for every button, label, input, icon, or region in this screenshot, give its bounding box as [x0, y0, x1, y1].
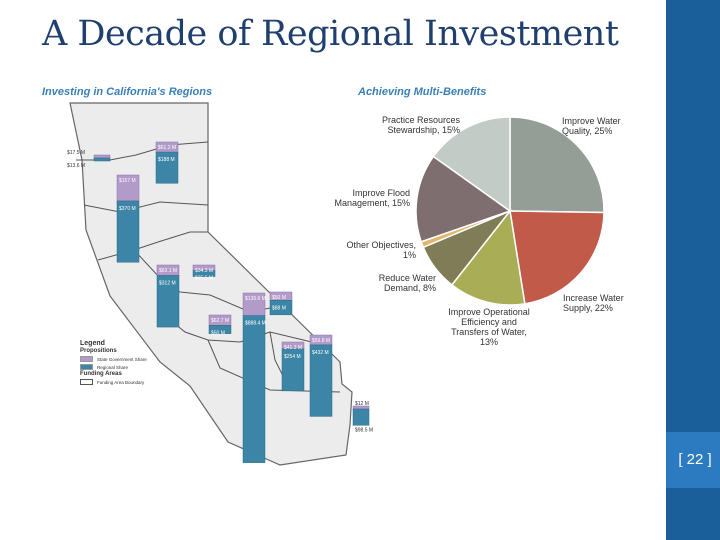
bar-regional-share-3 — [116, 200, 140, 263]
funding-bar-10: $59.8 M $432 M — [309, 334, 333, 417]
pie-slice-practice-resources-stewardship — [432, 116, 511, 213]
bar-regional-label-10: $432 M — [312, 350, 329, 356]
slide-title: A Decade of Regional Investment — [42, 14, 619, 54]
bar-state-label-2: $61.2 M — [158, 145, 176, 151]
bar-regional-share-10 — [309, 344, 333, 417]
label-water-demand: Reduce Water Demand, 8% — [360, 273, 436, 293]
legend-title: Legend — [80, 340, 105, 347]
label-operational-efficiency: Improve Operational Efficiency and Transfe… — [440, 307, 538, 347]
label-water-quality: Improve Water Quality, 25% — [562, 116, 621, 136]
bar-state-share-1 — [93, 154, 111, 159]
state-outline — [69, 102, 353, 466]
bar-regional-label-1: $13.6 M — [67, 163, 85, 169]
funding-bar-4: $63.1 M $312 M — [156, 264, 180, 328]
funding-bar-2: $61.2 M $188 M — [155, 141, 179, 184]
bar-regional-label-8: $50 M — [211, 330, 225, 336]
bar-regional-share-5 — [192, 270, 216, 277]
pie-slice-improve-operational-efficiency-and-transfers-of-water — [450, 209, 526, 306]
label-resources-stewardship-text: Practice Resources Stewardship, 15% — [381, 115, 460, 135]
pie-slice-improve-flood-management — [415, 155, 512, 243]
funding-bar-11: $12 M $98.5 M — [352, 401, 373, 433]
label-flood-management: Improve Flood Management, 15% — [320, 188, 410, 208]
label-water-demand-text: Reduce Water Demand, 8% — [378, 273, 436, 293]
legend-regional-share: Regional Share — [80, 364, 147, 370]
funding-bar-7: $50 M $88 M — [269, 291, 293, 316]
side-bar — [666, 0, 720, 540]
funding-bar-1: $17.5 M $13.6 M — [67, 150, 111, 169]
label-water-supply-text: Increase Water Supply, 22% — [563, 293, 624, 313]
bar-regional-label-3: $370 M — [119, 206, 136, 212]
bar-state-label-7: $50 M — [272, 295, 286, 301]
bar-regional-share-9 — [281, 348, 305, 392]
bar-regional-label-9: $254 M — [284, 354, 301, 360]
legend-funding-areas: Funding Areas — [80, 371, 122, 377]
pie-slice-improve-water-quality — [509, 116, 605, 214]
california-map: $17.5 M$13.6 M$61.2 M$188 M$157 M$370 M$… — [67, 102, 373, 466]
pie-heading: Achieving Multi-Benefits — [358, 86, 487, 98]
label-flood-management-text: Improve Flood Management, 15% — [334, 188, 410, 208]
bar-state-label-4: $63.1 M — [159, 268, 177, 274]
legend-regional-swatch — [80, 364, 93, 370]
pie-slice-increase-water-supply — [509, 210, 605, 305]
bar-regional-label-4: $312 M — [159, 280, 176, 286]
bar-regional-share-7 — [269, 300, 293, 316]
legend-state-label: State Government Share — [97, 356, 147, 362]
funding-bar-9: $41.3 M $254 M — [281, 341, 305, 392]
bar-state-label-11: $12 M — [355, 401, 369, 407]
legend-state-share: State Government Share — [80, 356, 147, 362]
label-resources-stewardship: Practice Resources Stewardship, 15% — [360, 115, 460, 135]
bar-regional-label-2: $188 M — [158, 157, 175, 163]
bar-regional-label-11: $98.5 M — [355, 427, 373, 433]
label-operational-efficiency-text: Improve Operational Efficiency and Transfe… — [448, 307, 530, 347]
bar-regional-label-7: $88 M — [272, 305, 286, 311]
bar-state-label-9: $41.3 M — [284, 345, 302, 351]
legend-state-swatch — [80, 356, 93, 362]
label-other-objectives-text: Other Objectives, 1% — [346, 240, 416, 260]
legend-boundary: Funding Area Boundary — [80, 379, 147, 385]
label-water-quality-text: Improve Water Quality, 25% — [562, 116, 621, 136]
bar-state-label-6: $136.6 M — [245, 296, 266, 302]
legend-boundary-label: Funding Area Boundary — [97, 379, 145, 385]
bar-regional-share-2 — [155, 151, 179, 184]
bar-state-label-8: $62.7 M — [211, 318, 229, 324]
bar-regional-share-4 — [156, 275, 180, 328]
bar-regional-share-1 — [93, 157, 111, 162]
funding-bar-5: $34.3 M $35.5 M — [192, 264, 216, 282]
bar-state-label-5: $34.3 M — [195, 268, 213, 274]
legend-boundary-swatch — [80, 379, 93, 385]
legend-propositions: Propositions — [80, 348, 117, 354]
map-heading: Investing in California's Regions — [42, 86, 213, 98]
map-legend: Legend Propositions State Government Sha… — [80, 340, 147, 385]
bar-state-label-10: $59.8 M — [312, 338, 330, 344]
bar-regional-share-6 — [242, 315, 266, 463]
multi-benefits-pie — [415, 116, 605, 306]
bar-state-label-1: $17.5 M — [67, 150, 85, 156]
label-water-supply: Increase Water Supply, 22% — [563, 293, 624, 313]
label-other-objectives: Other Objectives, 1% — [330, 240, 416, 260]
bar-regional-share-11 — [352, 408, 370, 426]
page-number: [ 22 ] — [678, 451, 712, 468]
funding-bar-6: $136.6 M $888.4 M — [242, 292, 266, 463]
bar-regional-label-6: $888.4 M — [245, 321, 266, 327]
bar-regional-label-5: $35.5 M — [195, 276, 213, 282]
funding-bar-8: $62.7 M $50 M — [208, 314, 232, 336]
bar-state-label-3: $157 M — [119, 178, 136, 184]
funding-bar-3: $157 M $370 M — [116, 174, 140, 263]
bar-regional-share-8 — [208, 325, 232, 334]
legend-regional-label: Regional Share — [97, 364, 129, 370]
page-number-highlight — [666, 432, 720, 488]
